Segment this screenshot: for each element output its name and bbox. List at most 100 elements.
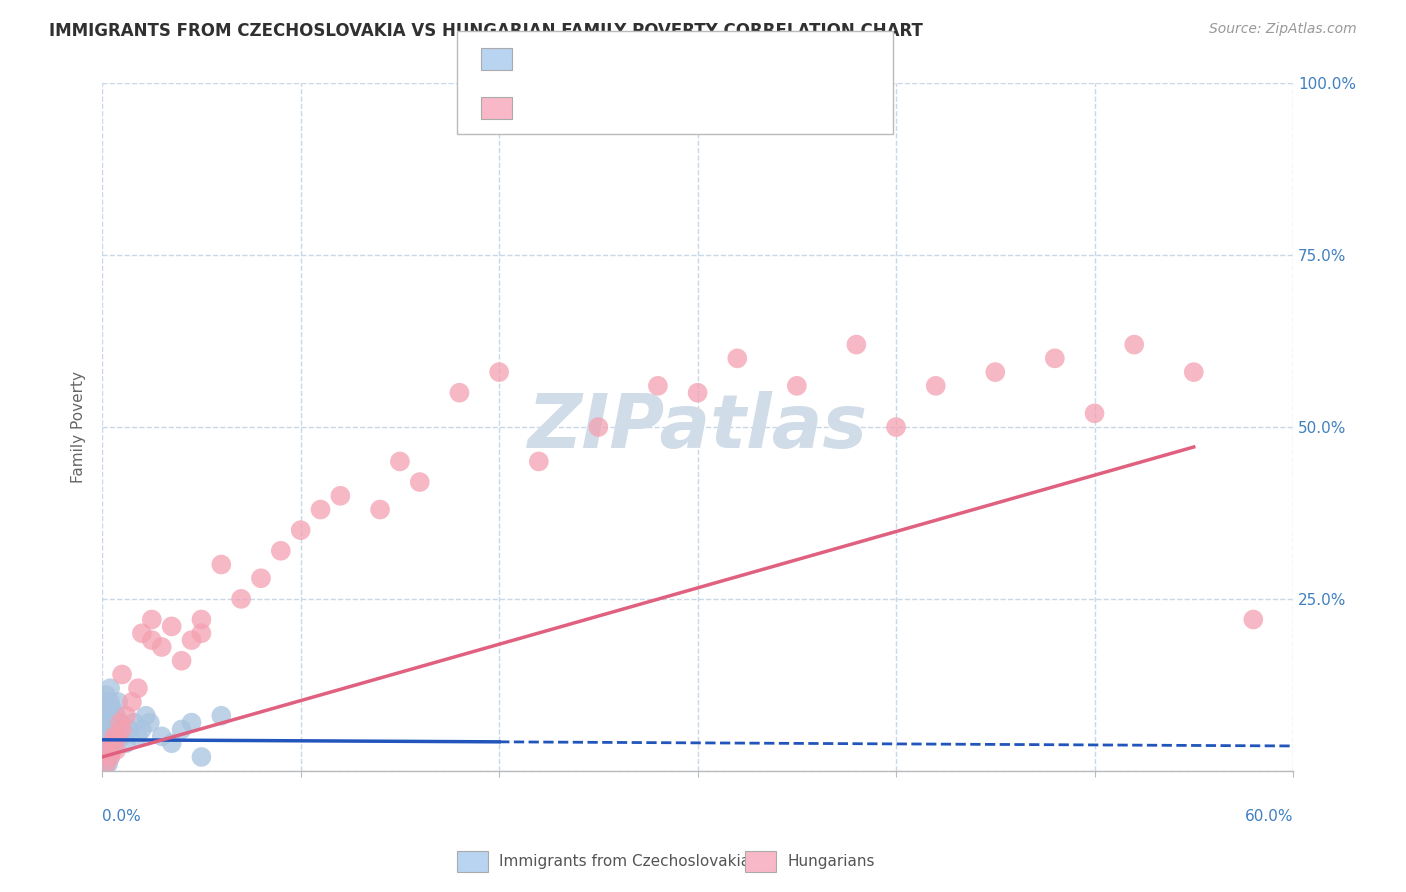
Text: Hungarians: Hungarians: [787, 854, 875, 869]
Point: [449, 385, 471, 400]
Point: [686, 385, 709, 400]
Point: [101, 743, 124, 757]
Text: Immigrants from Czechoslovakia: Immigrants from Czechoslovakia: [499, 854, 751, 869]
Point: [97, 715, 120, 730]
Point: [96, 715, 118, 730]
Point: [118, 723, 141, 737]
Point: [105, 708, 128, 723]
Point: [329, 489, 352, 503]
Point: [1043, 351, 1066, 366]
Point: [925, 379, 948, 393]
Point: [107, 729, 129, 743]
Point: [786, 379, 808, 393]
Point: [101, 736, 124, 750]
Point: [107, 723, 129, 737]
Point: [96, 756, 118, 771]
Point: [180, 633, 202, 648]
Text: 0.0%: 0.0%: [103, 808, 141, 823]
Point: [105, 729, 128, 743]
Point: [409, 475, 432, 489]
Point: [190, 626, 212, 640]
Point: [270, 543, 292, 558]
Point: [96, 729, 118, 743]
Point: [209, 558, 232, 572]
Point: [150, 729, 173, 743]
Point: [160, 619, 183, 633]
Point: [1182, 365, 1205, 379]
Point: [98, 681, 121, 696]
Point: [160, 736, 183, 750]
Point: [98, 736, 121, 750]
Point: [97, 743, 120, 757]
Point: [111, 729, 134, 743]
Point: [725, 351, 748, 366]
Point: [115, 708, 138, 723]
Point: [884, 420, 907, 434]
Point: [98, 695, 121, 709]
Point: [105, 743, 128, 757]
Point: [93, 736, 115, 750]
Point: [93, 756, 115, 771]
Point: [96, 736, 118, 750]
Point: [93, 750, 115, 764]
Point: [121, 695, 143, 709]
Point: [97, 729, 120, 743]
Point: [98, 723, 121, 737]
Point: [180, 715, 202, 730]
Point: [190, 750, 212, 764]
Point: [97, 743, 120, 757]
Point: [131, 723, 153, 737]
Point: [103, 723, 125, 737]
Point: [845, 337, 868, 351]
Point: [96, 702, 118, 716]
Point: [170, 723, 193, 737]
Point: [103, 736, 125, 750]
Point: [290, 523, 312, 537]
Point: [141, 633, 163, 648]
Point: [984, 365, 1007, 379]
Point: [96, 743, 118, 757]
Point: [111, 723, 134, 737]
Point: [1083, 406, 1105, 420]
Point: [122, 715, 145, 730]
Point: [101, 702, 124, 716]
Text: R =  0.634   N = 49: R = 0.634 N = 49: [526, 99, 688, 117]
Point: [96, 750, 118, 764]
Point: [97, 756, 120, 771]
Point: [127, 729, 149, 743]
Point: [1241, 613, 1264, 627]
Point: [97, 723, 120, 737]
Point: [101, 729, 124, 743]
Point: [1123, 337, 1146, 351]
Point: [170, 654, 193, 668]
Point: [250, 571, 273, 585]
Point: [141, 613, 163, 627]
Point: [108, 715, 131, 730]
Point: [93, 729, 115, 743]
Point: [103, 729, 125, 743]
Point: [98, 750, 121, 764]
Point: [108, 715, 131, 730]
Point: [647, 379, 669, 393]
Point: [190, 613, 212, 627]
Point: [231, 591, 253, 606]
Point: [150, 640, 173, 654]
Point: [101, 715, 124, 730]
Point: [115, 736, 138, 750]
Point: [98, 750, 121, 764]
Point: [93, 743, 115, 757]
Point: [96, 723, 118, 737]
Point: [96, 688, 118, 702]
Point: [388, 454, 411, 468]
Point: [127, 681, 149, 696]
Point: [97, 736, 120, 750]
Text: IMMIGRANTS FROM CZECHOSLOVAKIA VS HUNGARIAN FAMILY POVERTY CORRELATION CHART: IMMIGRANTS FROM CZECHOSLOVAKIA VS HUNGAR…: [49, 22, 924, 40]
Point: [135, 708, 157, 723]
Point: [97, 750, 120, 764]
Point: [209, 708, 232, 723]
Point: [96, 756, 118, 771]
Point: [131, 626, 153, 640]
Point: [139, 715, 162, 730]
Y-axis label: Family Poverty: Family Poverty: [72, 371, 86, 483]
Text: ZIPatlas: ZIPatlas: [527, 391, 868, 464]
